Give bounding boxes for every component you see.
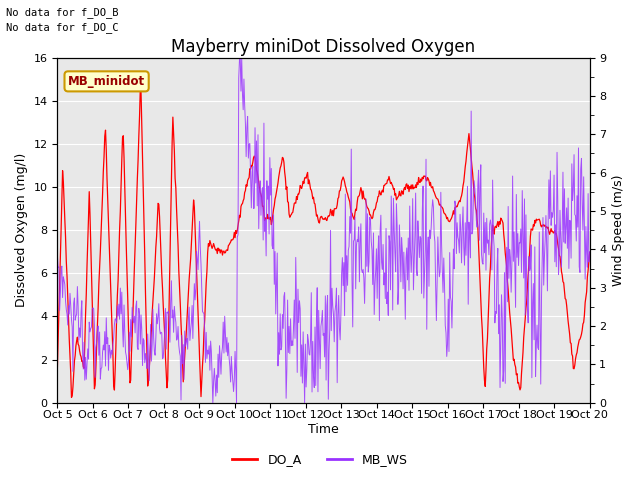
MB_WS <box>63 312 71 317</box>
MB_WS <box>209 400 217 406</box>
Text: No data for f_DO_B: No data for f_DO_B <box>6 7 119 18</box>
Text: MB_minidot: MB_minidot <box>68 75 145 88</box>
Y-axis label: Dissolved Oxygen (mg/l): Dissolved Oxygen (mg/l) <box>15 153 28 307</box>
Title: Mayberry miniDot Dissolved Oxygen: Mayberry miniDot Dissolved Oxygen <box>172 38 476 56</box>
MB_WS <box>172 319 180 325</box>
DO_A <box>63 273 71 279</box>
DO_A <box>136 85 144 91</box>
Legend: DO_A, MB_WS: DO_A, MB_WS <box>227 448 413 471</box>
Y-axis label: Wind Speed (m/s): Wind Speed (m/s) <box>612 174 625 286</box>
DO_A <box>54 365 61 371</box>
MB_WS <box>405 288 413 293</box>
DO_A <box>586 250 593 255</box>
MB_WS <box>236 55 244 60</box>
Line: MB_WS: MB_WS <box>58 58 589 403</box>
MB_WS <box>586 249 593 255</box>
DO_A <box>173 224 181 230</box>
DO_A <box>405 189 413 194</box>
DO_A <box>390 186 397 192</box>
DO_A <box>202 299 209 305</box>
DO_A <box>118 134 126 140</box>
DO_A <box>68 395 76 400</box>
MB_WS <box>390 195 397 201</box>
MB_WS <box>200 311 208 316</box>
X-axis label: Time: Time <box>308 423 339 436</box>
Text: No data for f_DO_C: No data for f_DO_C <box>6 22 119 33</box>
MB_WS <box>54 252 61 258</box>
MB_WS <box>118 289 125 295</box>
Line: DO_A: DO_A <box>58 88 589 397</box>
